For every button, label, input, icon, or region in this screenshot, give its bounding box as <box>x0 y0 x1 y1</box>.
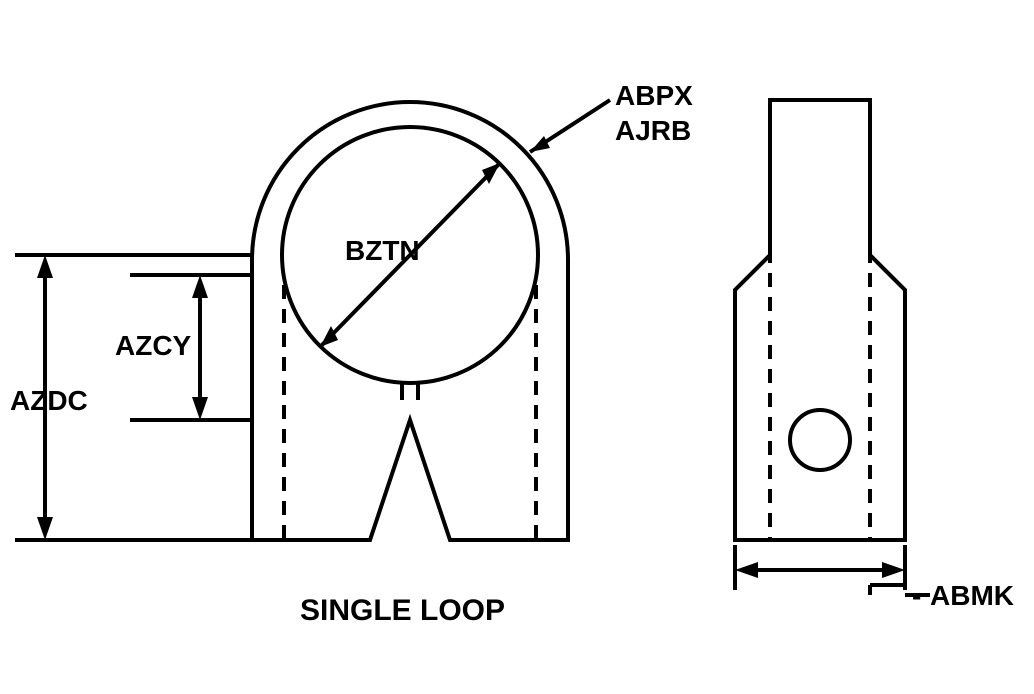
side-outline <box>735 100 905 540</box>
ajrb-label: AJRB <box>615 115 691 146</box>
azcy-label: AZCY <box>115 330 192 361</box>
abpx-label: ABPX <box>615 80 693 111</box>
azdc-label: AZDC <box>10 385 88 416</box>
title-label: SINGLE LOOP <box>300 594 505 627</box>
abmk-dash: - <box>912 580 921 611</box>
technical-diagram: AZDC AZCY BZTN ABPX AJRB ABMK - SINGLE L… <box>0 0 1034 694</box>
abpx-leader <box>530 100 610 152</box>
azcy-dimension <box>192 275 208 420</box>
side-view <box>735 100 905 540</box>
abmk-label: ABMK <box>930 580 1014 611</box>
bztn-label: BZTN <box>345 235 420 266</box>
side-hole <box>790 410 850 470</box>
abmk-dimension <box>735 545 930 595</box>
front-view <box>252 100 610 540</box>
